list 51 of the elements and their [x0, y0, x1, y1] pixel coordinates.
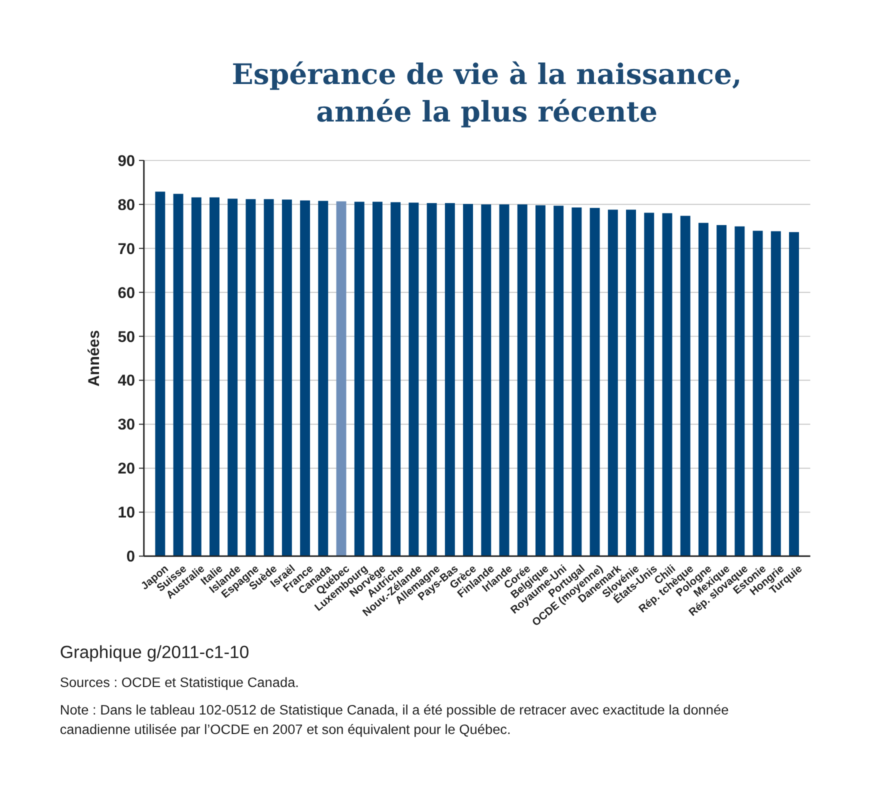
bar [173, 194, 184, 556]
y-tick-label: 80 [118, 196, 136, 214]
bar [444, 203, 455, 556]
bar [372, 202, 382, 556]
bar [426, 203, 437, 556]
y-tick-label: 40 [118, 372, 136, 390]
bar [517, 204, 528, 556]
y-tick-label: 20 [118, 460, 136, 478]
y-tick-label: 90 [118, 152, 136, 170]
bar [734, 226, 745, 556]
bar [318, 200, 328, 556]
bar [572, 207, 582, 556]
y-tick-label: 60 [118, 284, 136, 302]
y-tick-label: 10 [118, 504, 136, 522]
bar [554, 206, 564, 556]
text: Note : Dans le tableau 102-0512 de Statistique Canada, il a été possible de retracer avec exactitude la donnée canadienne utilisée par l’OCDE en 2007 et son équivalent pour le Québec. [60, 702, 729, 737]
bar [789, 232, 799, 556]
bar [191, 197, 202, 556]
bar [246, 199, 256, 556]
bar [752, 230, 763, 556]
bar [680, 216, 690, 556]
source-note: Sources : OCDE et Statistique Canada. [60, 675, 299, 690]
bar [644, 212, 654, 556]
bar [770, 231, 781, 556]
bar [662, 213, 672, 556]
y-axis-title: Années [86, 330, 103, 387]
bar [499, 204, 510, 556]
bar [354, 202, 364, 556]
bar [590, 208, 600, 556]
bar [626, 210, 636, 556]
y-tick-label: 50 [118, 328, 136, 346]
bar [608, 210, 618, 556]
chart-title: Espérance de vie à la naissance, année la plus récente [232, 57, 742, 128]
bar [210, 197, 220, 556]
text: Graphique g/2011-c1-10 [60, 642, 250, 662]
bar [155, 192, 166, 556]
y-tick-label: 30 [118, 416, 136, 434]
y-tick-label: 70 [118, 240, 136, 258]
bar [390, 202, 401, 556]
bar [535, 205, 546, 556]
bar [282, 200, 292, 556]
bar [698, 222, 708, 556]
bar [300, 200, 310, 556]
bar [264, 199, 274, 556]
bar [463, 204, 474, 556]
bar [408, 202, 419, 556]
bar [336, 201, 346, 556]
bar [481, 204, 492, 556]
bar [228, 198, 238, 556]
bar [716, 225, 727, 556]
y-tick-label: 0 [126, 548, 136, 566]
